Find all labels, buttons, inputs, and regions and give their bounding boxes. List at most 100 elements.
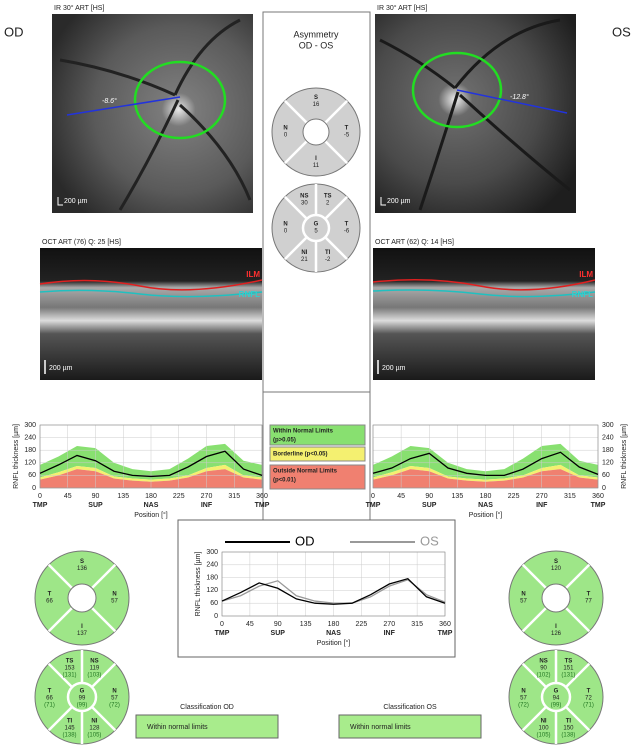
sector-name: T <box>345 222 349 228</box>
y-tick-label: 120 <box>602 460 614 467</box>
oct-label: OCT ART (76) Q: 25 [HS] <box>42 239 121 246</box>
sector-name: TI <box>566 719 572 725</box>
x-tick-label: 90 <box>92 493 100 500</box>
sector-name: N <box>283 126 287 132</box>
legend-label: Within Normal Limits <box>273 429 334 435</box>
sector-value: 153 <box>65 666 76 672</box>
x-tick-label: 45 <box>246 621 254 628</box>
sector-value: 30 <box>301 200 308 206</box>
sector-name: S <box>314 95 318 101</box>
sector-reference: (99) <box>551 703 562 709</box>
sector-value: -6 <box>344 229 350 235</box>
x-tick-label: 90 <box>274 621 282 628</box>
x-tick-label: 0 <box>220 621 224 628</box>
ilm-line <box>372 279 596 291</box>
sector-value: 0 <box>284 133 288 139</box>
classification-box <box>135 714 279 739</box>
x-tick-label: 45 <box>64 493 72 500</box>
sector-value: 57 <box>520 599 527 605</box>
x-tick-label: 270 <box>383 621 395 628</box>
ilm-line <box>39 279 263 291</box>
sector-value: -2 <box>325 257 331 263</box>
sector-name: G <box>554 689 559 695</box>
angle-label: -12.8° <box>510 93 529 101</box>
sector-reference: (103) <box>87 673 101 679</box>
vessels <box>59 18 252 211</box>
x-axis-label: Position [°] <box>469 511 503 519</box>
x-tick-label: 225 <box>356 621 368 628</box>
sector-name: TS <box>324 193 332 199</box>
fundus-image <box>375 14 576 213</box>
x-region-label: SUP <box>422 502 437 509</box>
sector-name: TS <box>66 659 74 665</box>
x-region-label: SUP <box>271 630 286 637</box>
sector-name: TI <box>67 719 73 725</box>
legend-swatch <box>269 424 366 446</box>
sector-center <box>540 681 572 713</box>
sector-value: 66 <box>46 696 53 702</box>
legend-note: (p>0.05) <box>273 438 296 444</box>
oct-label: OCT ART (62) Q: 14 [HS] <box>375 239 454 246</box>
sector-value: 21 <box>301 257 308 263</box>
sector-divider <box>324 100 348 124</box>
sector-name: G <box>80 689 85 695</box>
x-tick-label: 135 <box>452 493 464 500</box>
sector-value: 66 <box>46 599 53 605</box>
sector-reference: (102) <box>537 673 551 679</box>
rnfl-line <box>39 289 263 298</box>
y-tick-label: 60 <box>602 472 610 479</box>
y-tick-label: 60 <box>210 600 218 607</box>
sector-divider <box>47 607 73 633</box>
y-axis-label: RNFL thickness [µm] <box>13 424 20 489</box>
classification-value: Within normal limits <box>350 724 411 731</box>
sector-divider <box>324 236 348 260</box>
axis-line <box>456 89 568 114</box>
center-frame <box>262 11 371 393</box>
y-axis-label: RNFL thickness [µm] <box>621 424 628 489</box>
y-tick-label: 0 <box>214 613 218 620</box>
legend-label: Outside Normal Limits <box>273 469 338 475</box>
x-tick-label: 90 <box>425 493 433 500</box>
legend-note: (p<0.01) <box>273 478 296 484</box>
sector-divider <box>521 706 547 732</box>
sector-center <box>302 118 330 146</box>
classification-value: Within normal limits <box>147 724 208 731</box>
sector-center <box>541 583 571 613</box>
sector-value: 77 <box>585 599 592 605</box>
x-region-label: INF <box>384 630 396 637</box>
y-tick-label: 300 <box>206 549 218 556</box>
ilm-label: ILM <box>579 270 593 279</box>
x-region-label: SUP <box>88 502 103 509</box>
y-axis-label: RNFL thickness [µm] <box>195 552 202 617</box>
sector-reference: (105) <box>537 733 551 739</box>
sector-divider <box>47 662 73 688</box>
sector-divider <box>565 662 591 688</box>
sector-value: 150 <box>563 726 574 732</box>
sector-reference: (131) <box>561 673 575 679</box>
x-tick-label: 270 <box>536 493 548 500</box>
sector-divider <box>565 563 591 589</box>
x-region-label: NAS <box>326 630 341 637</box>
legend-swatch <box>269 446 366 462</box>
sector-name: T <box>587 592 591 598</box>
x-tick-label: 315 <box>228 493 240 500</box>
sector-center <box>66 681 98 713</box>
sector-value: 57 <box>111 599 118 605</box>
sector-reference: (105) <box>87 733 101 739</box>
scale-label: 200 µm <box>64 198 88 205</box>
sector-name: N <box>521 592 525 598</box>
sector-value: 128 <box>89 726 100 732</box>
sector-value: 126 <box>551 631 562 637</box>
plot-frame <box>372 424 599 489</box>
x-tick-label: 360 <box>592 493 604 500</box>
plot-frame <box>221 551 446 617</box>
y-tick-label: 120 <box>24 460 36 467</box>
scan-circle <box>411 51 503 129</box>
y-tick-label: 240 <box>602 434 614 441</box>
sector-center <box>301 213 331 243</box>
sector-divider <box>91 706 117 732</box>
rnfl-label: RNFL <box>572 290 593 299</box>
sector-divider <box>91 563 117 589</box>
image-label: IR 30° ART [HS] <box>54 4 104 12</box>
sector-value: 2 <box>326 200 330 206</box>
